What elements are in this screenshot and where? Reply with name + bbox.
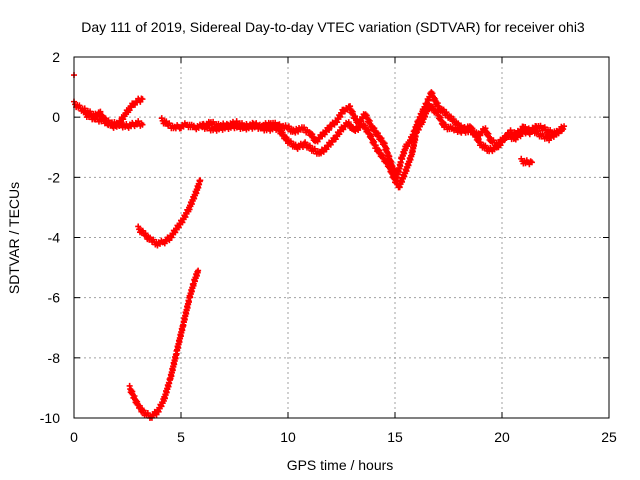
series-low-band-early	[81, 109, 146, 131]
x-tick-label: 10	[280, 429, 296, 445]
data-point	[429, 103, 436, 110]
series-arc-lower	[126, 267, 202, 421]
x-tick-label: 20	[494, 429, 510, 445]
y-axis-label: SDTVAR / TECUs	[6, 182, 22, 294]
y-tick-label: -2	[48, 169, 61, 185]
series-arc-upper	[135, 177, 204, 249]
data-point	[528, 159, 535, 166]
data-point	[135, 223, 142, 230]
series-short-segment-21h	[518, 155, 535, 168]
y-tick-label: 2	[52, 49, 60, 65]
x-tick-label: 25	[601, 429, 617, 445]
x-axis-ticks: 0 5 10 15 20 25	[70, 57, 617, 445]
grid	[74, 57, 609, 418]
data-point	[450, 116, 457, 123]
x-tick-label: 5	[177, 429, 185, 445]
x-tick-label: 15	[387, 429, 403, 445]
data-point	[136, 402, 143, 409]
data-point	[560, 126, 567, 133]
x-tick-label: 0	[70, 429, 78, 445]
data-point	[326, 126, 333, 133]
data-point	[432, 95, 439, 102]
data-point	[443, 109, 450, 116]
chart-title: Day 111 of 2019, Sidereal Day-to-day VTE…	[81, 19, 585, 35]
y-tick-label: 0	[52, 109, 60, 125]
y-axis-ticks: -10 -8 -6 -4 -2 0 2	[40, 49, 609, 426]
data-point	[561, 123, 568, 130]
x-axis-label: GPS time / hours	[287, 457, 394, 473]
series-day-trace-lower	[199, 101, 568, 191]
data-points	[71, 72, 568, 421]
data-point	[195, 267, 202, 274]
y-tick-label: -10	[40, 410, 60, 426]
data-point	[139, 96, 146, 103]
data-point	[142, 230, 149, 237]
data-point	[345, 119, 352, 126]
y-tick-label: -4	[48, 230, 61, 246]
data-point	[433, 108, 440, 115]
y-tick-label: -8	[48, 350, 61, 366]
data-point	[197, 177, 204, 184]
data-point	[139, 121, 146, 128]
y-tick-label: -6	[48, 290, 61, 306]
